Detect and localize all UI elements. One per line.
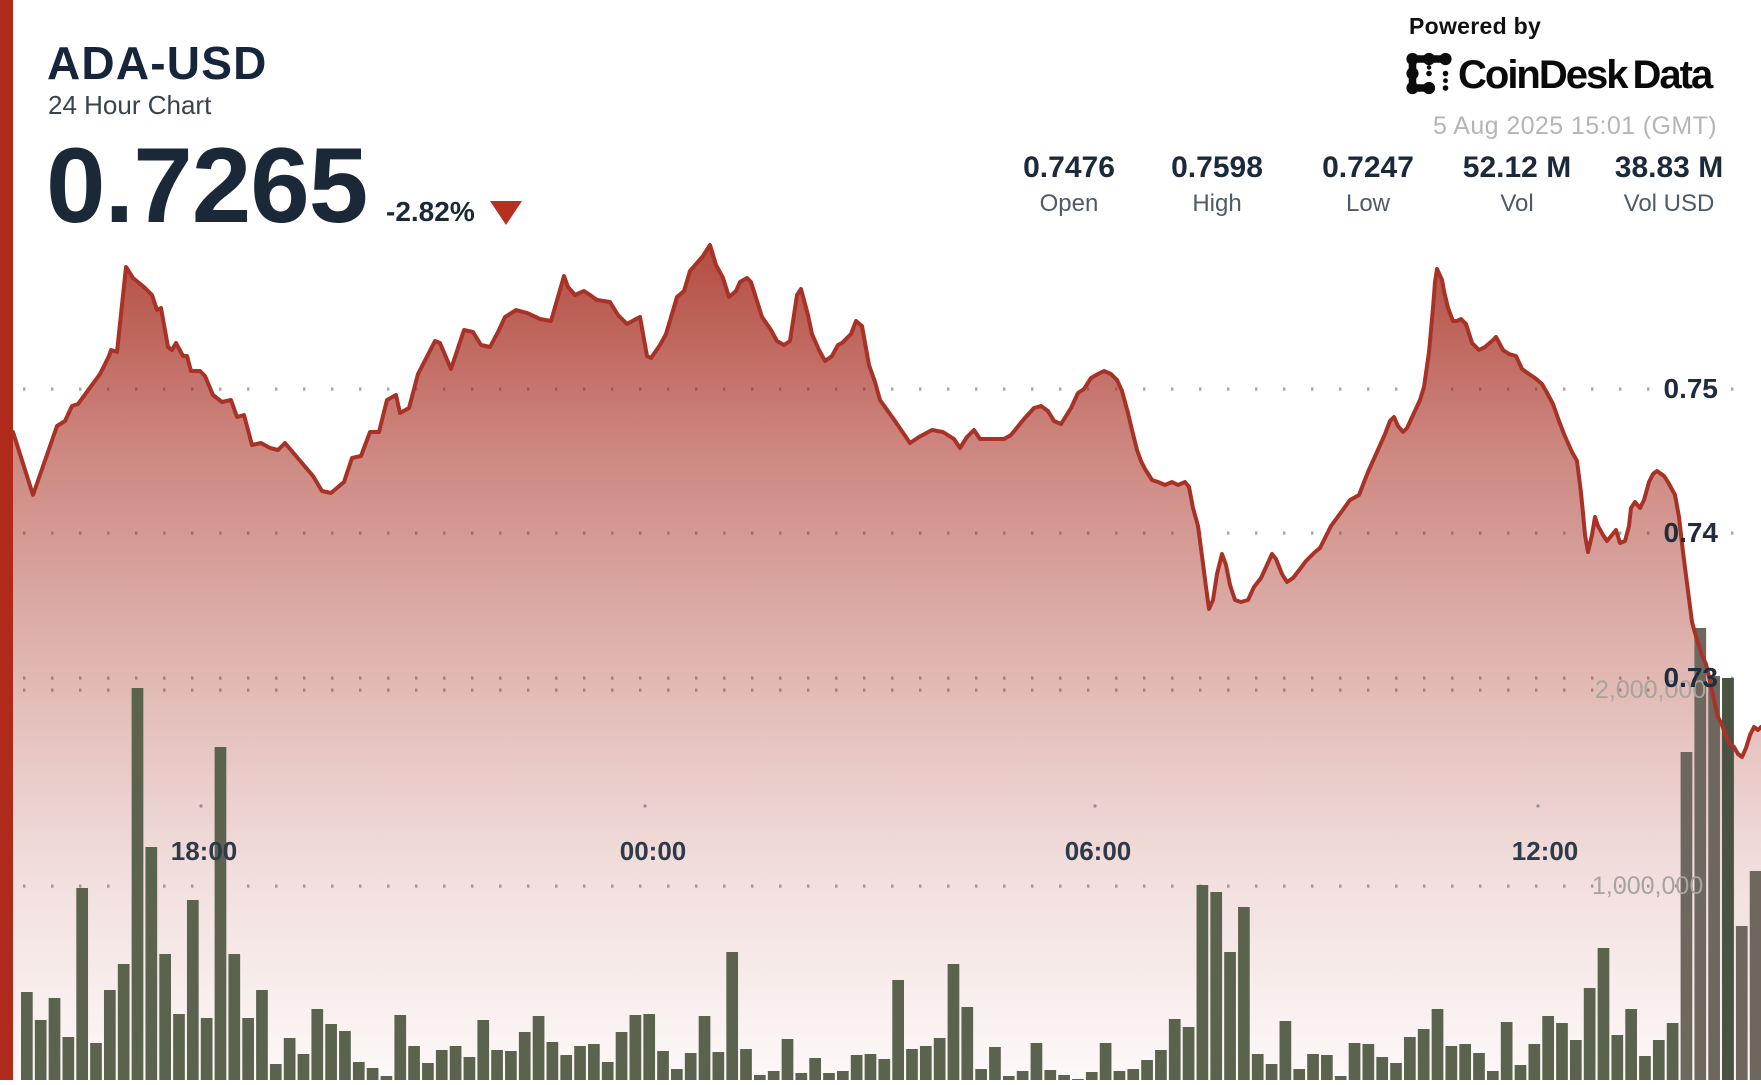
- svg-text:12:00: 12:00: [1512, 836, 1579, 866]
- svg-text:0.75: 0.75: [1664, 373, 1719, 404]
- svg-text:00:00: 00:00: [620, 836, 687, 866]
- svg-text:06:00: 06:00: [1065, 836, 1132, 866]
- svg-text:18:00: 18:00: [171, 836, 238, 866]
- svg-text:1,000,000: 1,000,000: [1592, 872, 1703, 900]
- svg-text:0.73: 0.73: [1664, 662, 1719, 693]
- svg-text:0.74: 0.74: [1664, 517, 1719, 548]
- svg-text:2,000,000: 2,000,000: [1595, 676, 1706, 704]
